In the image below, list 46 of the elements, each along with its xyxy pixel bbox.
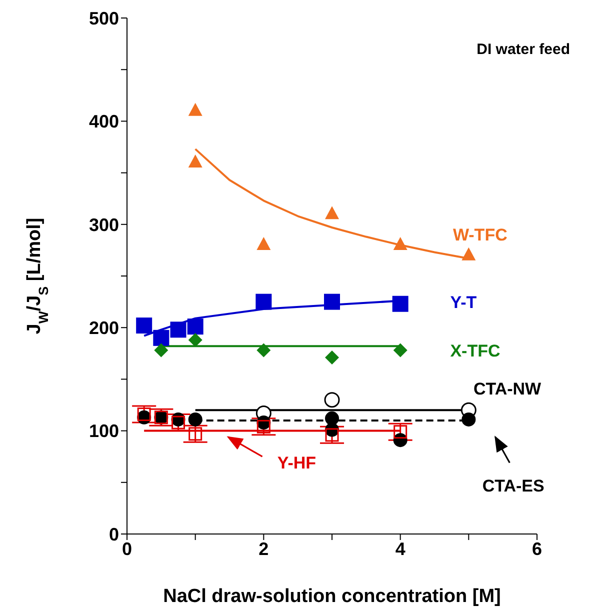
point <box>188 412 202 426</box>
point <box>187 318 204 335</box>
point <box>394 425 408 439</box>
point <box>256 420 270 434</box>
y-tick-label: 400 <box>88 112 119 132</box>
y-tick-label: 0 <box>108 524 119 544</box>
point <box>462 412 476 426</box>
x-tick-label: 6 <box>532 538 542 559</box>
point <box>188 154 202 168</box>
legend-label: CTA-ES <box>482 476 544 496</box>
point <box>325 411 339 426</box>
annotation: DI water feed <box>476 41 570 58</box>
x-tick-label: 0 <box>122 538 132 559</box>
point <box>324 392 340 408</box>
series-label: W-TFC <box>452 226 508 245</box>
text: Y-T <box>450 292 478 312</box>
point <box>256 237 271 250</box>
point <box>325 206 339 220</box>
x-tick-label: 4 <box>395 538 406 559</box>
point <box>392 296 408 312</box>
point <box>170 322 186 338</box>
point <box>325 428 339 442</box>
text: X-TFC <box>450 341 500 360</box>
point <box>172 416 185 430</box>
y-tick-label: 500 <box>88 8 119 28</box>
x-tick-label: 2 <box>258 538 269 559</box>
x-axis-title: NaCl draw-solution concentration [M] <box>163 586 501 607</box>
point <box>137 408 151 422</box>
point <box>153 330 170 346</box>
point <box>393 343 408 358</box>
y-tick-label: 100 <box>88 421 119 442</box>
point <box>188 332 202 347</box>
point <box>462 247 476 260</box>
point <box>256 294 272 310</box>
point <box>188 427 202 441</box>
point <box>154 343 168 358</box>
point <box>256 343 271 358</box>
point <box>188 102 202 116</box>
point <box>393 237 408 250</box>
point <box>325 350 339 365</box>
y-tick-label: 200 <box>88 318 119 338</box>
point <box>136 318 152 334</box>
point <box>324 294 340 310</box>
y-tick-label: 300 <box>88 214 119 235</box>
series-label: CTA-NW <box>473 379 542 398</box>
series-label: Y-HF <box>277 454 316 473</box>
